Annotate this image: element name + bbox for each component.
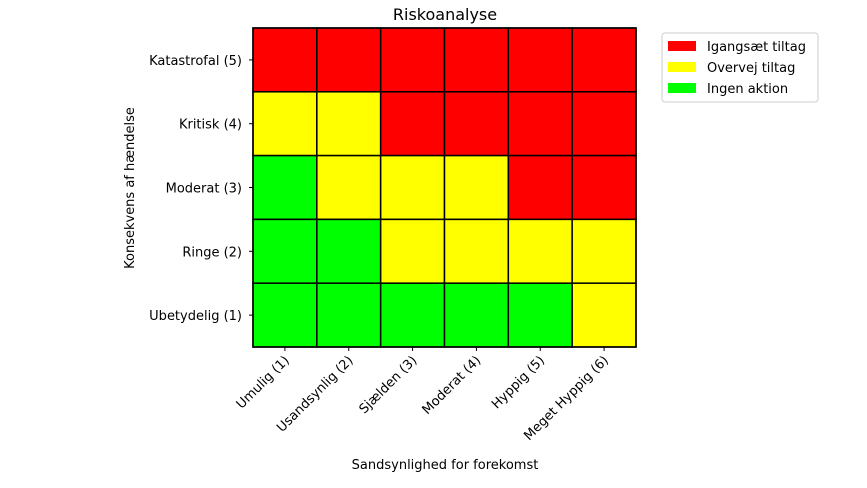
heatmap-cell <box>316 154 382 221</box>
heatmap-cell <box>252 154 318 221</box>
chart-title: Riskoanalyse <box>393 5 497 24</box>
y-axis-ticks: Katastrofal (5) Kritisk (4) Moderat (3) Rin… <box>149 54 253 324</box>
heatmap-cell <box>316 27 382 93</box>
heatmap-cell <box>379 218 446 284</box>
legend-label: Igangsæt tiltag <box>707 40 806 55</box>
heatmap-cell <box>571 282 637 348</box>
heatmap-cell <box>507 154 573 221</box>
heatmap-cell <box>443 154 510 221</box>
x-tick-label: Umulig (1) <box>234 353 293 412</box>
x-axis-ticks: Umulig (1)Usandsynlig (2) Sjælden (3) Mode… <box>234 347 612 444</box>
heatmap-cell <box>379 282 446 348</box>
heatmap-cell <box>379 154 446 221</box>
heatmap-cell <box>252 218 318 284</box>
y-tick-label: Kritisk (4) <box>179 118 242 133</box>
y-tick-label: Moderat (3) <box>166 182 242 197</box>
heatmap-cell <box>443 282 510 348</box>
heatmap-cell <box>443 91 510 157</box>
heatmap-cell <box>379 27 446 93</box>
heatmap-cell <box>507 282 573 348</box>
heatmap-cells <box>252 27 637 348</box>
legend: Igangsæt tiltag Overvej tiltag Ingen aktio… <box>661 32 819 103</box>
y-tick-label: Katastrofal (5) <box>149 54 242 69</box>
legend-label: Ingen aktion <box>707 82 788 97</box>
x-tick-label: Sjælden (3) <box>357 353 421 417</box>
heatmap-cell <box>507 91 573 157</box>
y-axis-title: Konsekvens af hændelse <box>123 107 138 269</box>
x-tick-label: Hyppig (5) <box>489 353 548 412</box>
y-tick-label: Ubetydelig (1) <box>149 309 242 324</box>
legend-label: Overvej tiltag <box>707 61 795 76</box>
legend-box <box>661 32 819 103</box>
heatmap-cell <box>316 91 382 157</box>
heatmap-cell <box>252 27 318 93</box>
heatmap-cell <box>571 154 637 221</box>
heatmap-cell <box>252 282 318 348</box>
heatmap-cell <box>443 218 510 284</box>
heatmap-cell <box>379 91 446 157</box>
legend-swatch <box>668 41 696 51</box>
heatmap-cell <box>316 218 382 284</box>
heatmap-cell <box>571 91 637 157</box>
heatmap-cell <box>571 27 637 93</box>
x-axis-title: Sandsynlighed for forekomst <box>352 458 539 473</box>
legend-swatch <box>668 83 696 93</box>
y-tick-label: Ringe (2) <box>182 245 242 260</box>
legend-swatch <box>668 62 696 72</box>
heatmap-cell <box>571 218 637 284</box>
heatmap-cell <box>316 282 382 348</box>
x-tick-label: Moderat (4) <box>420 353 485 418</box>
heatmap-cell <box>507 218 573 284</box>
heatmap-cell <box>252 91 318 157</box>
heatmap-cell <box>507 27 573 93</box>
heatmap-cell <box>443 27 510 93</box>
